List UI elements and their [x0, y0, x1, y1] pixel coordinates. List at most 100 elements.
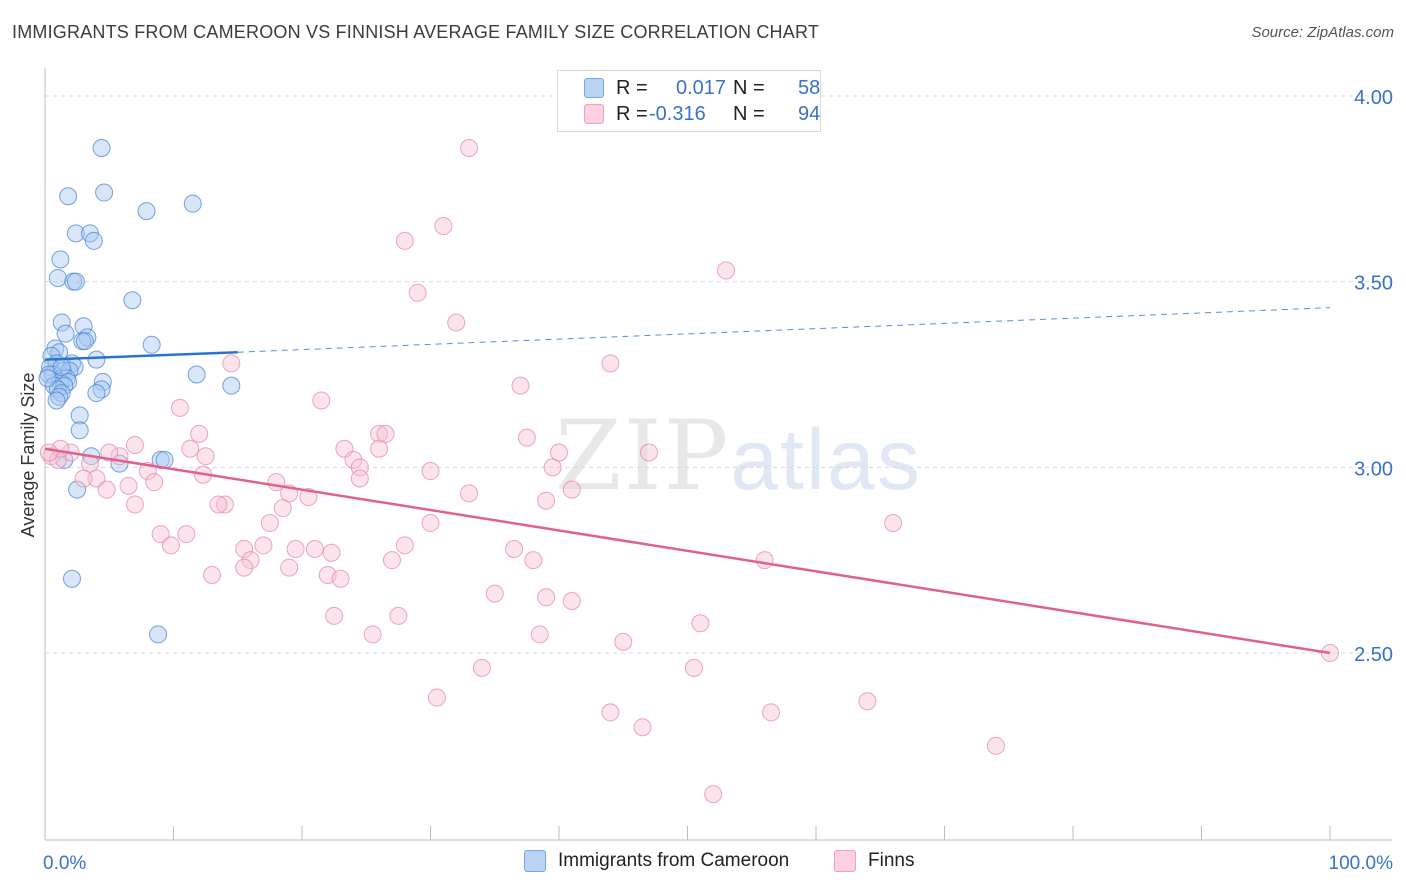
finns-point [434, 216, 453, 235]
cameroon-point [84, 231, 103, 250]
finns-point [181, 439, 200, 458]
finns-point [312, 391, 331, 410]
finns-point [125, 436, 144, 455]
series-legend: Immigrants from Cameroon Finns [0, 850, 1406, 880]
finns-point [408, 283, 427, 302]
finns-point [331, 569, 350, 588]
cameroon-point [52, 358, 71, 377]
finns-point [762, 703, 781, 722]
cameroon-point [93, 372, 112, 391]
finns-point [161, 536, 180, 555]
finns-point [325, 606, 344, 625]
watermark: ZIPatlas [555, 400, 922, 512]
finns-point [537, 588, 556, 607]
legend-item-finns[interactable]: Finns [834, 850, 914, 872]
legend-r-label: R = [616, 76, 648, 99]
finns-point [562, 480, 581, 499]
finns-point [350, 469, 369, 488]
finns-point [74, 469, 93, 488]
finns-point [344, 450, 363, 469]
cameroon-point [95, 183, 114, 202]
finns-point [363, 625, 382, 644]
cameroon-point [38, 369, 57, 388]
finns-point [485, 584, 504, 603]
cameroon-point [51, 250, 70, 269]
cameroon-point [59, 187, 78, 206]
chart-title: IMMIGRANTS FROM CAMEROON VS FINNISH AVER… [12, 22, 820, 42]
legend-r-value: 0.017 [676, 76, 727, 99]
y-tick-label: 4.00 [1354, 87, 1393, 109]
legend-swatch-pink [834, 850, 856, 872]
y-tick-label: 3.50 [1354, 273, 1393, 295]
x-tick-label: 0.0% [43, 853, 86, 874]
finns-point [472, 658, 491, 677]
legend-r-value: -0.316 [649, 102, 706, 125]
legend-n-label: N = [733, 102, 765, 125]
finns-point [97, 480, 116, 499]
legend-n-label: N = [733, 76, 765, 99]
cameroon-point [66, 272, 85, 291]
finns-point [704, 785, 723, 804]
cameroon-point [66, 224, 85, 243]
finns-point [151, 525, 170, 544]
correlation-legend: R = 0.017 N = 58 R = -0.316 N = 94 [557, 70, 821, 132]
cameroon-point [70, 406, 89, 425]
y-axis-label: Average Family Size [18, 373, 38, 538]
finns-point [562, 592, 581, 611]
cameroon-point [48, 268, 67, 287]
finns-point [691, 614, 710, 633]
source-label: Source: ZipAtlas.com [1251, 24, 1394, 41]
finns-point [196, 447, 215, 466]
finns-point [633, 718, 652, 737]
finns-point [241, 551, 260, 570]
finns-point [177, 525, 196, 544]
cameroon-point [52, 313, 71, 332]
finns-point [421, 514, 440, 533]
cameroon-point [123, 291, 142, 310]
cameroon-point [68, 480, 87, 499]
finns-point [511, 376, 530, 395]
finns-point [322, 543, 341, 562]
cameroon-point [149, 625, 168, 644]
cameroon-trend-dashed [237, 307, 1331, 353]
legend-n-value: 94 [798, 102, 821, 125]
finns-point [614, 632, 633, 651]
finns-point [370, 424, 389, 443]
finns-point [421, 462, 440, 481]
cameroon-point [137, 202, 156, 221]
cameroon-point [75, 332, 94, 351]
finns-point [280, 558, 299, 577]
finns-point [215, 495, 234, 514]
cameroon-point [74, 317, 93, 336]
finns-point [119, 476, 138, 495]
cameroon-point [87, 384, 106, 403]
finns-point [524, 551, 543, 570]
cameroon-point [56, 324, 75, 343]
finns-point [601, 703, 620, 722]
finns-point [100, 443, 119, 462]
finns-point [299, 488, 318, 507]
finns-trend [44, 447, 1331, 655]
finns-point [755, 551, 774, 570]
finns-point [530, 625, 549, 644]
finns-point [209, 495, 228, 514]
legend-n-value: 58 [798, 76, 821, 99]
legend-r-label: R = [616, 102, 648, 125]
cameroon-point [62, 569, 81, 588]
legend-swatch-blue [524, 850, 546, 872]
finns-point [235, 540, 254, 559]
x-tick-label: 100.0% [1329, 853, 1394, 874]
finns-point [447, 313, 466, 332]
finns-point [427, 688, 446, 707]
finns-point [884, 514, 903, 533]
finns-point [395, 536, 414, 555]
legend-swatch-blue [584, 78, 604, 98]
legend-item-cameroon[interactable]: Immigrants from Cameroon [524, 850, 789, 872]
finns-point [543, 458, 562, 477]
finns-point [389, 606, 408, 625]
finns-point [460, 138, 479, 157]
finns-point [254, 536, 273, 555]
cameroon-point [70, 421, 89, 440]
finns-point [684, 658, 703, 677]
